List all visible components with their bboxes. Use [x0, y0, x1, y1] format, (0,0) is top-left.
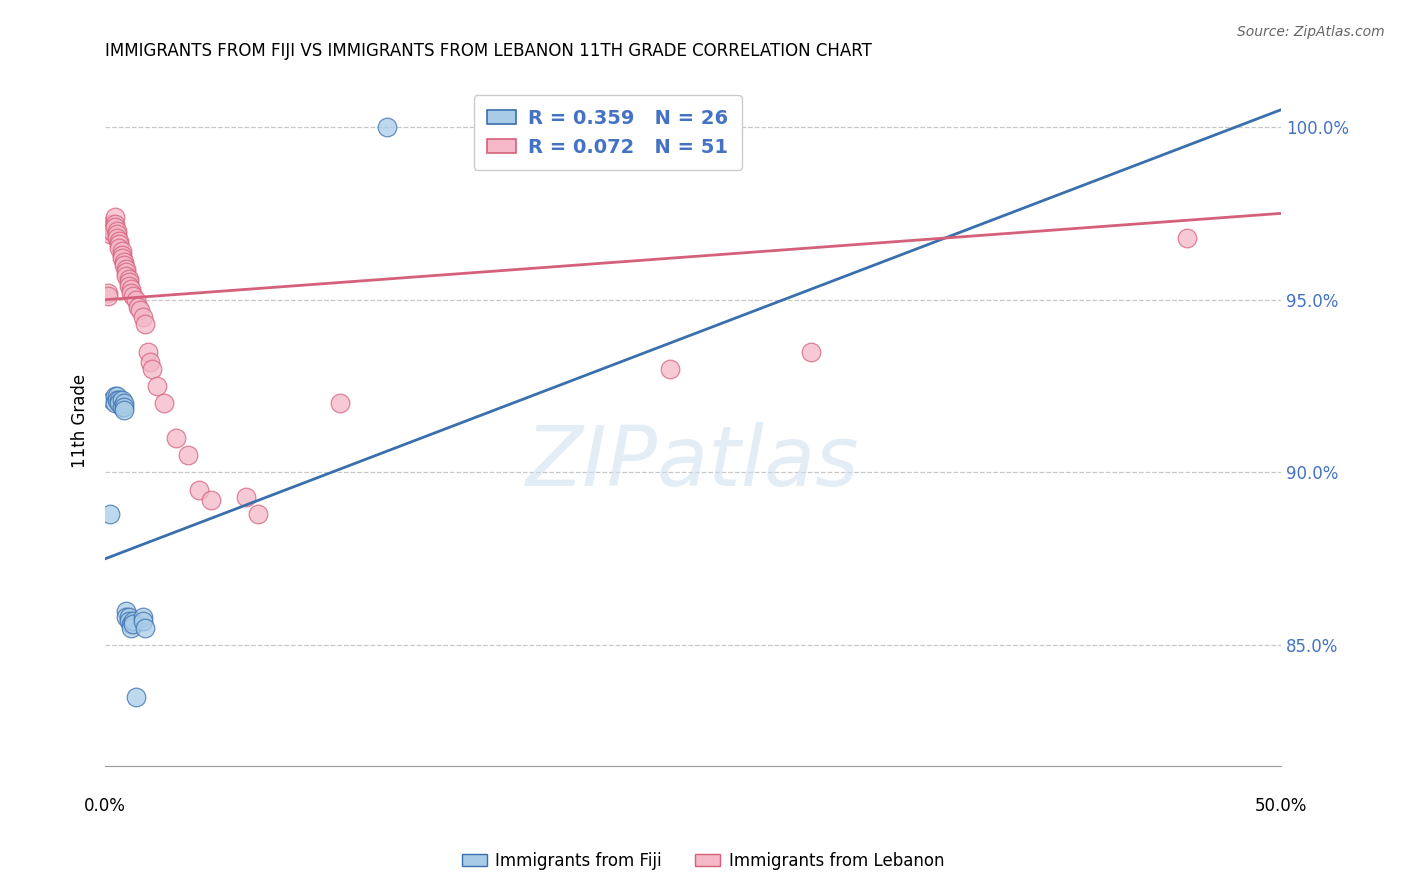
Point: [127, 300, 149, 314]
Legend: Immigrants from Fiji, Immigrants from Lebanon: Immigrants from Fiji, Immigrants from Le…: [456, 846, 950, 877]
Point: [125, 293, 148, 307]
Point: [101, 220, 124, 235]
Point: [104, 210, 127, 224]
Y-axis label: 11th Grade: 11th Grade: [72, 374, 89, 467]
Point: [104, 220, 127, 235]
Point: [118, 279, 141, 293]
Point: [122, 289, 145, 303]
Point: [122, 614, 145, 628]
Point: [118, 272, 141, 286]
Point: [115, 265, 138, 279]
Point: [112, 396, 135, 410]
Point: [97, 289, 120, 303]
Point: [120, 617, 142, 632]
Point: [122, 617, 145, 632]
Point: [188, 483, 211, 497]
Point: [112, 254, 135, 268]
Point: [101, 224, 124, 238]
Point: [111, 400, 134, 414]
Point: [136, 344, 159, 359]
Point: [115, 610, 138, 624]
Point: [98, 224, 121, 238]
Point: [97, 285, 120, 300]
Point: [115, 261, 138, 276]
Point: [111, 252, 134, 266]
Point: [112, 403, 135, 417]
Point: [98, 227, 121, 241]
Point: [235, 490, 257, 504]
Point: [125, 690, 148, 704]
Text: ZIPatlas: ZIPatlas: [526, 422, 860, 502]
Point: [105, 389, 128, 403]
Point: [482, 120, 505, 134]
Point: [200, 493, 222, 508]
Point: [98, 507, 121, 521]
Point: [1175, 230, 1198, 244]
Point: [105, 227, 128, 241]
Point: [112, 258, 135, 272]
Point: [101, 392, 124, 407]
Text: Source: ZipAtlas.com: Source: ZipAtlas.com: [1237, 25, 1385, 39]
Point: [108, 241, 131, 255]
Point: [108, 234, 131, 248]
Point: [120, 285, 142, 300]
Point: [329, 396, 352, 410]
Point: [108, 396, 131, 410]
Point: [115, 268, 138, 283]
Point: [139, 355, 162, 369]
Point: [104, 217, 127, 231]
Point: [112, 400, 135, 414]
Point: [120, 621, 142, 635]
Point: [134, 317, 156, 331]
Point: [658, 361, 681, 376]
Point: [120, 282, 142, 296]
Legend: R = 0.359   N = 26, R = 0.072   N = 51: R = 0.359 N = 26, R = 0.072 N = 51: [474, 95, 742, 170]
Point: [247, 507, 270, 521]
Point: [101, 217, 124, 231]
Point: [134, 621, 156, 635]
Point: [165, 431, 187, 445]
Text: 0.0%: 0.0%: [84, 797, 127, 814]
Point: [377, 120, 399, 134]
Point: [111, 392, 134, 407]
Text: IMMIGRANTS FROM FIJI VS IMMIGRANTS FROM LEBANON 11TH GRADE CORRELATION CHART: IMMIGRANTS FROM FIJI VS IMMIGRANTS FROM …: [105, 42, 872, 60]
Point: [111, 248, 134, 262]
Point: [118, 610, 141, 624]
Point: [176, 448, 198, 462]
Point: [105, 392, 128, 407]
Point: [800, 344, 823, 359]
Point: [105, 230, 128, 244]
Point: [118, 276, 141, 290]
Point: [141, 361, 163, 376]
Point: [108, 237, 131, 252]
Text: 50.0%: 50.0%: [1254, 797, 1308, 814]
Point: [146, 379, 169, 393]
Point: [104, 396, 127, 410]
Point: [132, 614, 155, 628]
Point: [118, 614, 141, 628]
Point: [132, 610, 155, 624]
Point: [132, 310, 155, 324]
Point: [104, 389, 127, 403]
Point: [153, 396, 176, 410]
Point: [105, 224, 128, 238]
Point: [129, 303, 152, 318]
Point: [108, 392, 131, 407]
Point: [115, 604, 138, 618]
Point: [111, 244, 134, 259]
